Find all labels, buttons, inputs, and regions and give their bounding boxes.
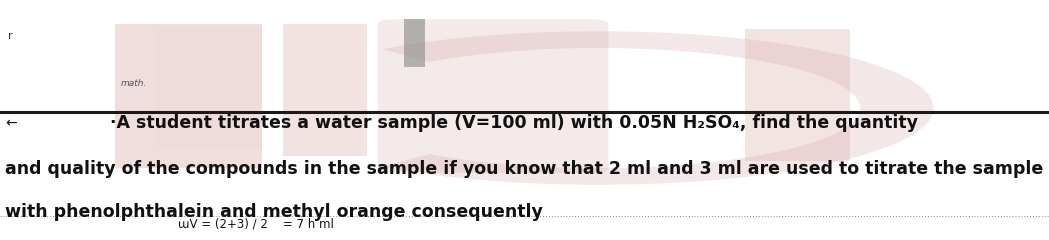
Text: աV = (2+3) / 2    = 7 h ml: աV = (2+3) / 2 = 7 h ml — [178, 217, 335, 230]
Wedge shape — [382, 31, 934, 185]
FancyBboxPatch shape — [157, 29, 262, 149]
Text: with phenolphthalein and methyl orange consequently: with phenolphthalein and methyl orange c… — [5, 203, 543, 221]
Text: ·A student titrates a water sample (V=100 ml) with 0.05N H₂SO₄, find the quantit: ·A student titrates a water sample (V=10… — [110, 114, 918, 132]
FancyBboxPatch shape — [115, 24, 262, 168]
FancyBboxPatch shape — [283, 24, 367, 156]
Text: and quality of the compounds in the sample if you know that 2 ml and 3 ml are us: and quality of the compounds in the samp… — [5, 160, 1044, 178]
Text: r: r — [8, 31, 13, 41]
Text: math.: math. — [121, 79, 147, 88]
FancyBboxPatch shape — [745, 29, 850, 161]
FancyBboxPatch shape — [378, 19, 608, 173]
Text: ←: ← — [5, 116, 17, 130]
FancyBboxPatch shape — [404, 19, 425, 67]
